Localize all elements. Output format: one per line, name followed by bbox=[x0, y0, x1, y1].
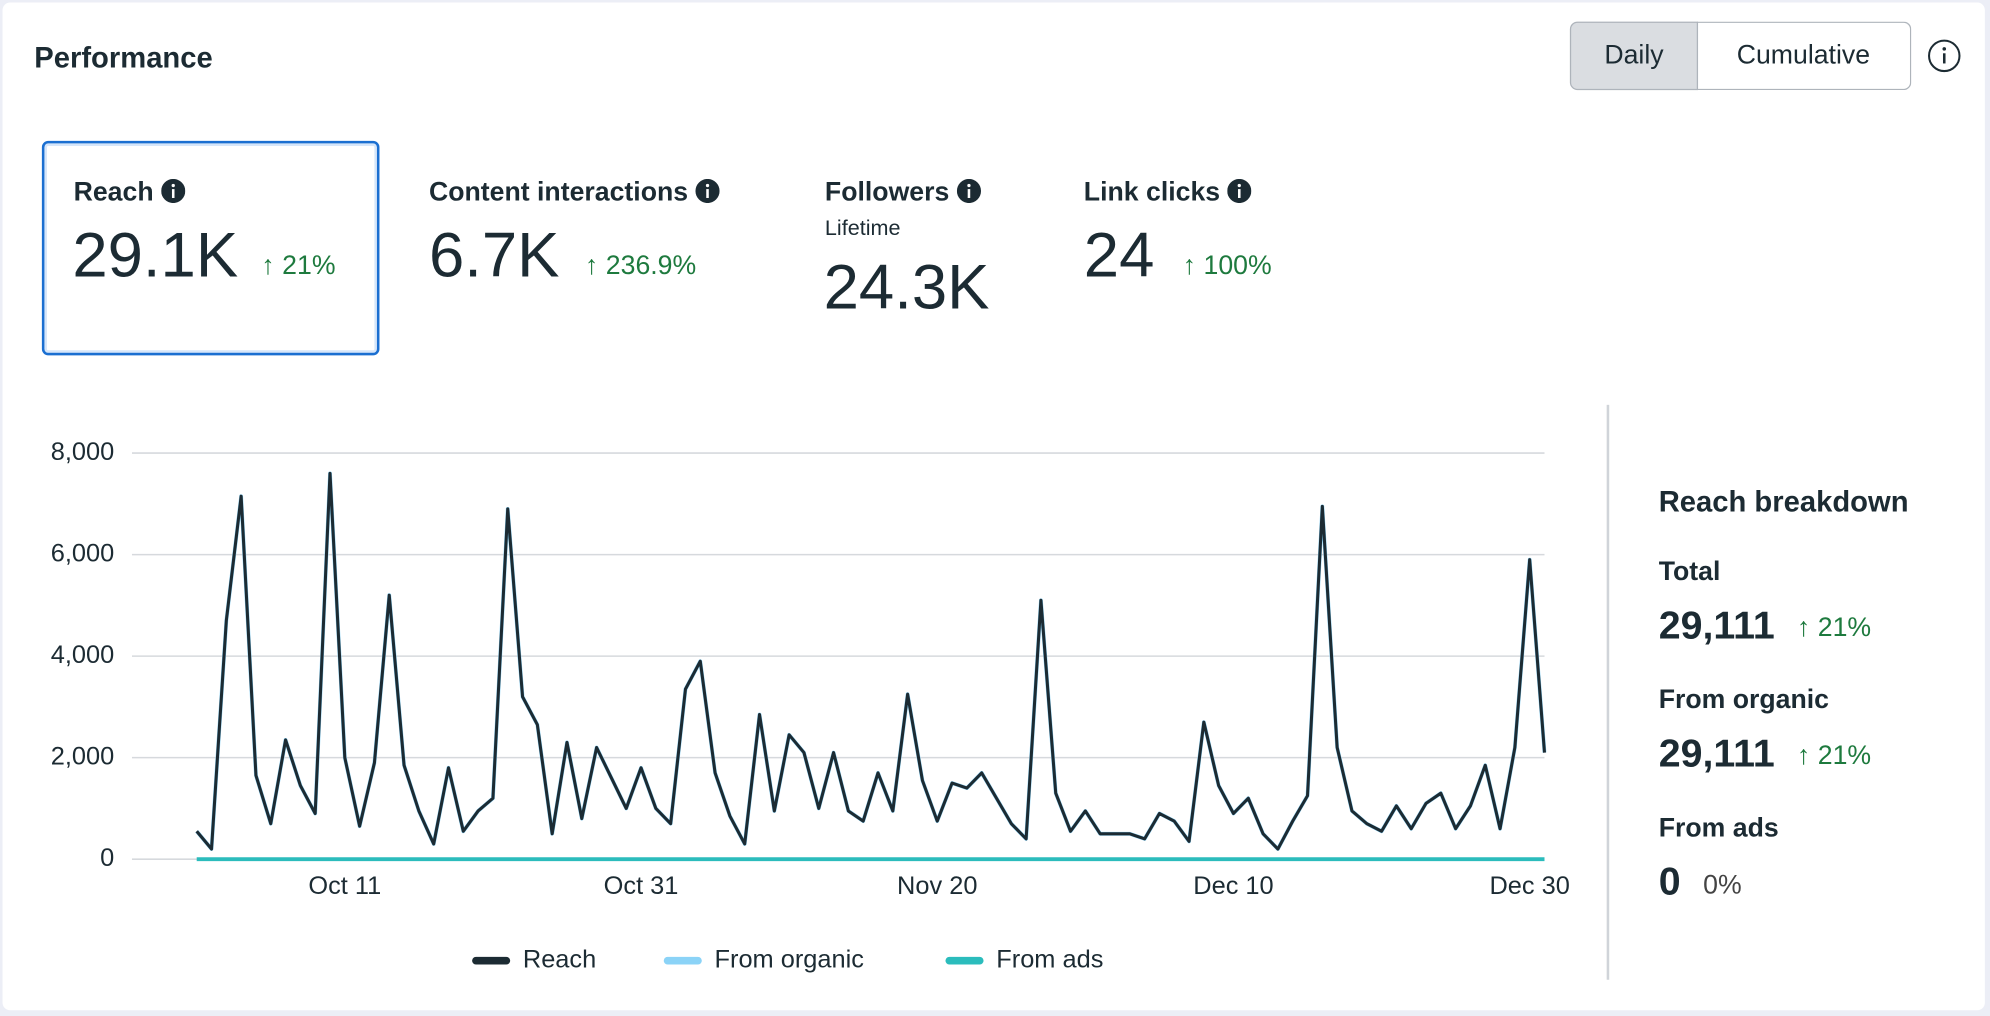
metric-label: Reach bbox=[74, 178, 186, 208]
series-line bbox=[195, 471, 1547, 851]
up-arrow: ↑ bbox=[261, 251, 275, 281]
breakdown-change: 0% bbox=[1703, 870, 1742, 900]
y-tick-label: 4,000 bbox=[51, 641, 114, 669]
title: Performance bbox=[34, 40, 213, 74]
y-tick-label: 2,000 bbox=[51, 742, 114, 770]
metric-label: Followers bbox=[825, 178, 981, 208]
legend-label: Reach bbox=[523, 945, 596, 973]
change-text: 236.9% bbox=[605, 251, 697, 281]
metric-label-text: Content interactions bbox=[428, 177, 689, 207]
divider bbox=[1606, 404, 1610, 980]
metric-change: ↑ 100% bbox=[1183, 251, 1272, 281]
metric-value: 24 bbox=[1083, 219, 1155, 291]
x-tick-label: Oct 31 bbox=[604, 872, 679, 900]
breakdown-change: ↑ 21% bbox=[1797, 613, 1871, 643]
breakdown-label: Total bbox=[1658, 557, 1721, 587]
y-tick-label: 0 bbox=[100, 844, 114, 872]
x-tick-label: Oct 11 bbox=[308, 872, 381, 900]
metric-change: ↑ 236.9% bbox=[585, 251, 696, 281]
change-text: 21% bbox=[282, 251, 336, 281]
metric-value: 24.3K bbox=[823, 251, 990, 323]
info-dot[interactable] bbox=[161, 178, 186, 204]
x-tick-label: Dec 30 bbox=[1489, 872, 1569, 900]
breakdown-value: 29,111 bbox=[1658, 602, 1775, 648]
metric-value: 6.7K bbox=[428, 219, 560, 291]
info-dot[interactable] bbox=[956, 178, 981, 204]
change-text: 21% bbox=[1817, 612, 1872, 643]
metric-label: Link clicks bbox=[1084, 178, 1252, 208]
metric-card-selected[interactable] bbox=[41, 140, 380, 356]
metric-sublabel: Lifetime bbox=[824, 215, 901, 240]
change-text: 21% bbox=[1817, 741, 1872, 771]
info-dot[interactable] bbox=[695, 178, 720, 204]
info-dot[interactable] bbox=[1227, 178, 1252, 204]
up-arrow: ↑ bbox=[1797, 741, 1811, 771]
change-text: 100% bbox=[1203, 251, 1272, 281]
metric-change: ↑ 21% bbox=[261, 251, 335, 281]
metric-label-text: Link clicks bbox=[1083, 177, 1221, 207]
metric-value: 29.1K bbox=[72, 219, 239, 291]
breakdown-label: From organic bbox=[1658, 685, 1830, 715]
metric-label-text: Reach bbox=[73, 177, 154, 207]
up-arrow: ↑ bbox=[1182, 251, 1197, 281]
legend-label: From ads bbox=[996, 945, 1103, 973]
breakdown-value: 29,111 bbox=[1658, 731, 1775, 776]
breakdown-value: 0 bbox=[1658, 859, 1681, 904]
breakdown-change: ↑ 21% bbox=[1797, 741, 1871, 771]
x-tick-label: Dec 10 bbox=[1193, 872, 1273, 900]
breakdown-title: Reach breakdown bbox=[1658, 484, 1909, 518]
metric-label-text: Followers bbox=[824, 177, 950, 207]
legend-label: From organic bbox=[715, 945, 865, 973]
breakdown-label: From ads bbox=[1658, 813, 1779, 843]
up-arrow: ↑ bbox=[585, 251, 599, 281]
y-tick-label: 6,000 bbox=[51, 539, 114, 567]
toggle-cumulative[interactable]: Cumulative bbox=[1696, 21, 1912, 91]
chart: 0 2,000 4,000 6,000 8,000 Oct 11 Oct 31 Nov 20 D… bbox=[51, 438, 1570, 974]
metric-label: Content interactions bbox=[429, 178, 720, 208]
up-arrow: ↑ bbox=[1797, 612, 1811, 643]
toggle-daily[interactable]: Daily bbox=[1569, 21, 1699, 91]
y-tick-label: 8,000 bbox=[51, 438, 114, 466]
info-icon[interactable] bbox=[1926, 38, 1962, 74]
x-tick-label: Nov 20 bbox=[897, 872, 977, 900]
